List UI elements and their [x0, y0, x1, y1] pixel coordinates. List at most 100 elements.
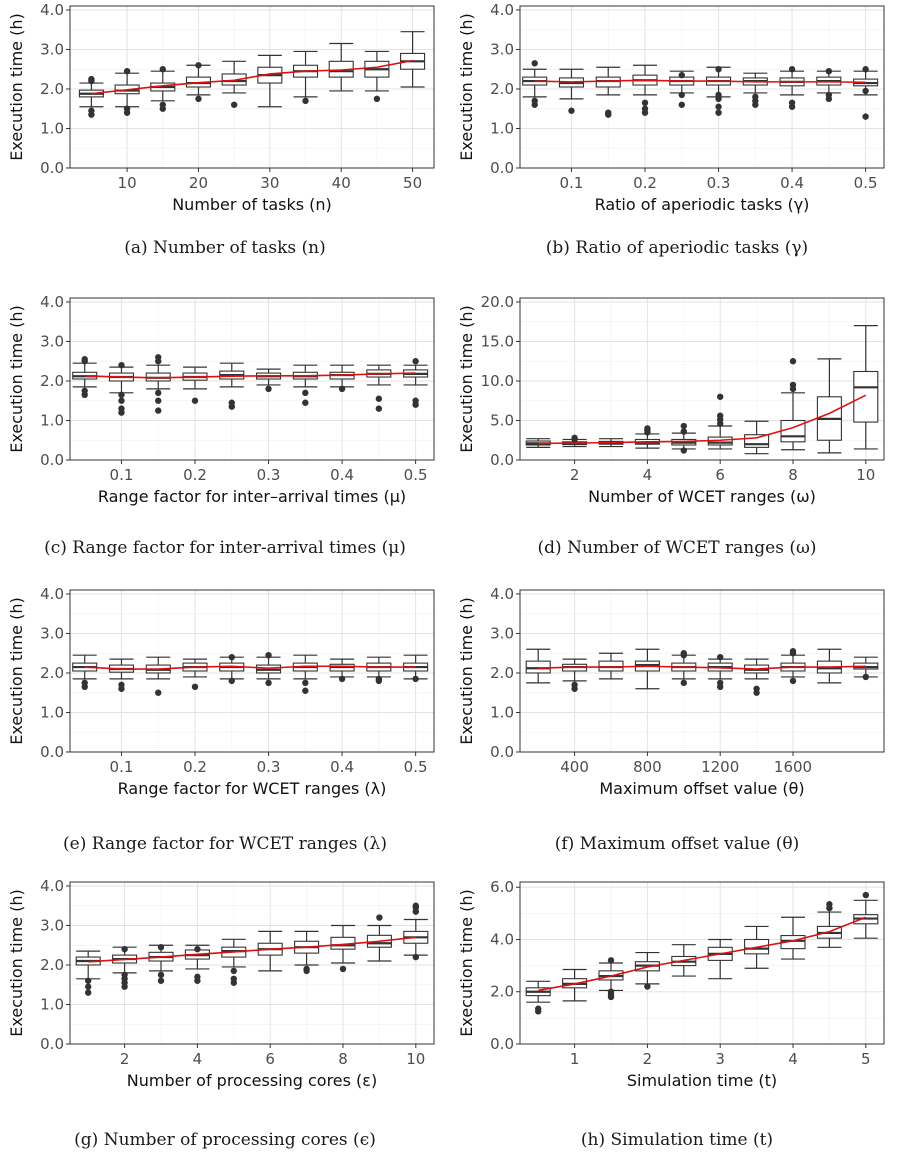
trend-line	[538, 916, 867, 992]
outlier-point	[191, 397, 199, 404]
outlier-point	[680, 650, 687, 657]
panel-border	[519, 589, 885, 753]
y-tick-label: 6.0	[490, 878, 514, 896]
outlier-point	[571, 681, 578, 689]
outlier-point	[788, 66, 796, 73]
box	[744, 434, 770, 448]
x-tick-label: 5	[861, 1050, 871, 1068]
outlier-point	[531, 60, 538, 67]
y-tick-label: 2.0	[490, 664, 514, 682]
outlier-point	[788, 99, 796, 107]
outlier-point	[302, 679, 309, 687]
caption-b: (b) Ratio of aperiodic tasks (γ)	[545, 238, 809, 258]
x-tick-label: 0.4	[780, 174, 804, 192]
outlier-point	[121, 971, 128, 979]
outlier-point	[194, 973, 201, 981]
outlier-point	[230, 967, 237, 975]
outlier-point	[118, 405, 125, 412]
outlier-point	[155, 397, 162, 404]
outlier-point	[303, 965, 310, 973]
outlier-point	[825, 91, 833, 99]
y-tick-label: 4.0	[40, 1, 64, 19]
y-tick-label: 1.0	[490, 703, 514, 721]
y-tick-label: 2.0	[40, 80, 64, 98]
outlier-point	[159, 66, 166, 73]
outlier-point	[85, 977, 92, 984]
outlier-point	[568, 107, 575, 114]
outlier-point	[81, 679, 88, 687]
caption-h: (h) Simulation time (t)	[580, 1130, 774, 1150]
outlier-point	[121, 945, 128, 953]
panel-border	[69, 5, 435, 169]
y-tick-label: 3.0	[40, 624, 64, 642]
outlier-point	[339, 965, 347, 973]
box	[525, 660, 551, 674]
caption-d: (d) Number of WCET ranges (ω)	[537, 538, 817, 558]
outlier-point	[752, 93, 759, 101]
outlier-point	[191, 683, 199, 691]
y-tick-label: 4.0	[40, 877, 64, 895]
outlier-point	[862, 113, 869, 120]
x-tick-label: 4	[643, 466, 653, 484]
x-tick-label: 4	[788, 1050, 798, 1068]
panel-border	[69, 881, 435, 1045]
y-axis-label: Execution time (h)	[7, 889, 26, 1036]
outlier-point	[302, 687, 309, 694]
outlier-point	[607, 988, 615, 995]
outlier-point	[228, 677, 235, 685]
x-axis-label: Number of processing cores (ε)	[127, 1071, 377, 1090]
trend-line	[538, 665, 866, 670]
outlier-point	[641, 99, 649, 107]
x-tick-label: 3	[715, 1050, 725, 1068]
x-axis-label: Maximum offset value (θ)	[599, 779, 804, 798]
panel-border	[519, 5, 885, 169]
trend-line	[91, 59, 413, 95]
x-tick-label: 0.5	[854, 174, 878, 192]
outlier-point	[717, 653, 724, 661]
trend-line	[534, 79, 866, 84]
panel-border	[519, 297, 885, 461]
x-tick-label: 1600	[774, 758, 812, 776]
outlier-point	[412, 675, 419, 683]
outlier-point	[265, 651, 272, 659]
outlier-point	[155, 689, 162, 696]
outlier-point	[862, 87, 869, 95]
x-tick-label: 1	[570, 1050, 580, 1068]
caption-f: (f) Maximum offset value (θ)	[554, 834, 800, 854]
y-tick-label: 1.0	[40, 995, 64, 1013]
outlier-point	[715, 103, 722, 110]
panel-b: 0.0 1.0 2.0 3.0 4.0 0.1 0.2 0.3 0.4 0.5 Ratio of a…	[457, 1, 885, 214]
y-tick-label: 3.0	[40, 332, 64, 350]
outlier-point	[194, 945, 201, 953]
outlier-point	[118, 361, 125, 369]
y-tick-label: 0.0	[490, 451, 514, 469]
y-axis-label: Execution time (h)	[457, 597, 476, 744]
y-tick-label: 15.0	[481, 332, 514, 350]
outlier-point	[85, 983, 92, 990]
outlier-point	[717, 679, 724, 687]
x-tick-label: 30	[260, 174, 279, 192]
outlier-point	[789, 381, 797, 389]
outlier-point	[157, 971, 165, 979]
outlier-point	[644, 425, 651, 432]
x-tick-label: 40	[332, 174, 351, 192]
caption-c: (c) Range factor for inter-arrival times…	[44, 538, 406, 558]
outlier-point	[412, 953, 419, 961]
outlier-point	[81, 356, 88, 363]
panel-h: 0.0 2.0 4.0 6.0 1 2 3 4 5 Simulation time (t) Exec…	[457, 878, 885, 1090]
outlier-point	[228, 653, 235, 661]
outlier-point	[862, 891, 869, 899]
x-tick-label: 8	[338, 1050, 348, 1068]
panel-c: 0.0 1.0 2.0 3.0 4.0 0.1 0.2 0.3 0.4 0.5 Range fact…	[7, 293, 435, 506]
outlier-point	[571, 434, 578, 442]
x-axis-label: Simulation time (t)	[627, 1071, 777, 1090]
outlier-point	[88, 75, 95, 83]
y-tick-label: 4.0	[490, 585, 514, 603]
outlier-point	[338, 675, 346, 683]
x-tick-label: 50	[403, 174, 422, 192]
x-tick-label: 800	[633, 758, 662, 776]
outlier-point	[412, 397, 419, 404]
outlier-point	[605, 109, 612, 116]
outlier-point	[717, 412, 724, 419]
x-axis-label: Range factor for inter–arrival times (μ)	[98, 487, 406, 506]
